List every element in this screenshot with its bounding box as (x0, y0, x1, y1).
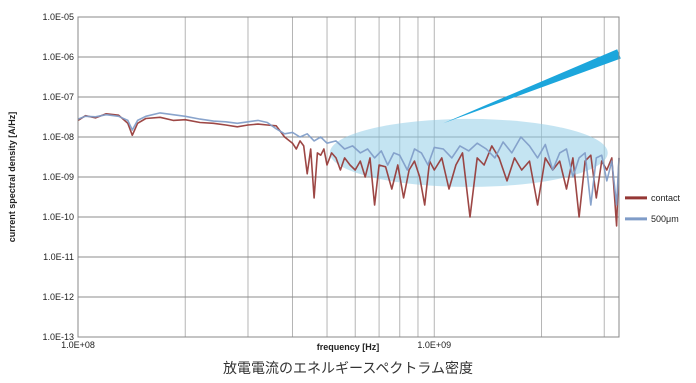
y-tick-label: 1.0E-13 (42, 332, 74, 342)
y-axis-label: current spectral density [A/Hz] (7, 112, 17, 243)
pointer-wedge (443, 49, 621, 124)
series-line (77, 113, 620, 227)
x-tick-labels: 1.0E+08 1.0E+09 (61, 340, 451, 350)
legend-label: contact (651, 193, 681, 203)
pointer-callout (443, 49, 621, 124)
y-tick-label: 1.0E-11 (43, 252, 74, 262)
y-tick-labels: 1.0E-13 1.0E-12 1.0E-11 1.0E-10 1.0E-09 1.0E-… (42, 12, 74, 342)
y-tick-label: 1.0E-12 (42, 292, 74, 302)
legend: contact 500μm (625, 193, 681, 224)
y-tick-label: 1.0E-10 (42, 212, 74, 222)
y-tick-label: 1.0E-08 (42, 132, 74, 142)
series-lines (77, 112, 620, 227)
y-tick-label: 1.0E-06 (42, 52, 74, 62)
figure-caption: 放電電流のエネルギースペクトラム密度 (223, 361, 473, 377)
y-tick-label: 1.0E-05 (42, 12, 74, 22)
series-line (77, 112, 620, 206)
y-tick-label: 1.0E-09 (42, 172, 74, 182)
x-axis-label: frequency [Hz] (317, 342, 380, 352)
x-tick-label: 1.0E+08 (61, 340, 95, 350)
y-tick-label: 1.0E-07 (42, 92, 74, 102)
plot-frame (77, 16, 620, 338)
x-tick-label: 1.0E+09 (417, 340, 451, 350)
legend-label: 500μm (651, 214, 679, 224)
